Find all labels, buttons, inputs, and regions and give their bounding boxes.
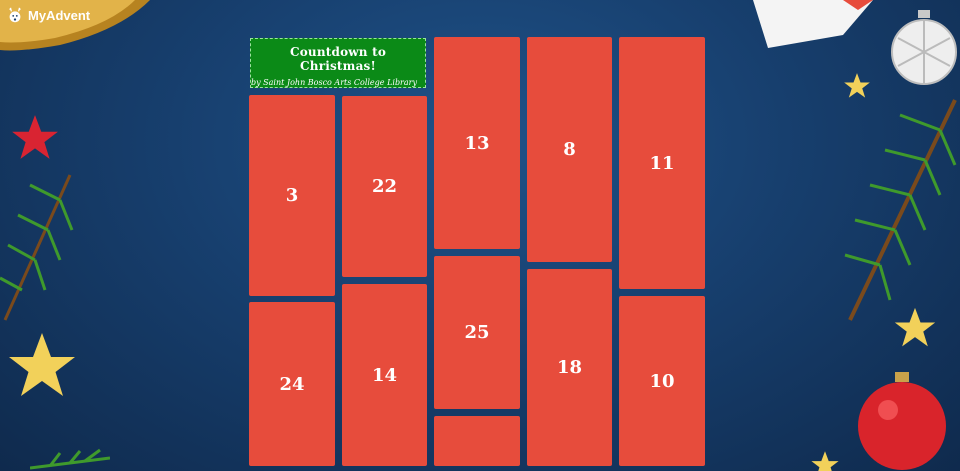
advent-door-3[interactable]: 3 (249, 95, 335, 296)
reindeer-icon (9, 7, 21, 23)
bell-icon (0, 0, 150, 51)
advent-door-11[interactable]: 11 (619, 37, 705, 289)
app-name: MyAdvent (28, 7, 91, 23)
advent-door-22[interactable]: 22 (342, 96, 427, 277)
advent-door-24[interactable]: 24 (249, 302, 335, 466)
advent-door-8[interactable]: 8 (527, 37, 612, 262)
app-logo[interactable]: MyAdvent (6, 6, 90, 24)
advent-door-25[interactable]: 25 (434, 256, 520, 409)
advent-door-13[interactable]: 13 (434, 37, 520, 249)
star-icon (844, 73, 870, 98)
advent-door-14[interactable]: 14 (342, 284, 427, 466)
star-icon (12, 115, 58, 159)
pine-branch-icon (844, 99, 957, 321)
calendar-subtitle: by Saint John Bosco Arts College Library (251, 78, 417, 87)
star-icon (811, 451, 839, 471)
advent-door-18[interactable]: 18 (527, 269, 612, 466)
star-icon (894, 307, 936, 347)
ornament-icon (891, 10, 957, 85)
advent-door-blank[interactable] (434, 416, 520, 466)
ornament-icon (858, 372, 946, 470)
calendar-title-card: Countdown to Christmas! by Saint John Bo… (250, 38, 426, 88)
calendar-title: Countdown to Christmas! (289, 45, 387, 73)
pine-branch-icon (30, 448, 110, 470)
star-icon (9, 333, 75, 396)
advent-door-10[interactable]: 10 (619, 296, 705, 466)
pine-branch-icon (0, 174, 74, 321)
gift-icon (753, 0, 873, 48)
